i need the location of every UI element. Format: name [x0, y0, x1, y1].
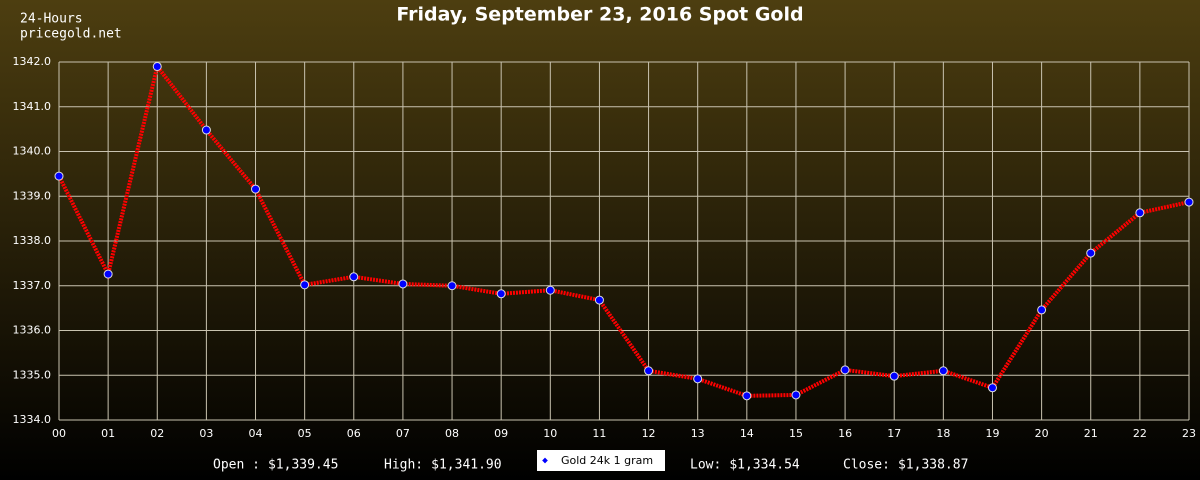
x-tick-label: 06 [347, 427, 361, 440]
stat-value: $1,334.54 [729, 458, 800, 473]
stat-label: Close: [843, 458, 890, 473]
chart-title: Friday, September 23, 2016 Spot Gold [396, 4, 803, 26]
data-point [545, 285, 555, 295]
x-tick-label: 02 [150, 427, 164, 440]
y-tick-label: 1339.0 [13, 189, 52, 202]
x-tick-label: 05 [298, 427, 312, 440]
y-tick-label: 1337.0 [13, 279, 52, 292]
data-point [152, 61, 162, 71]
y-tick-label: 1336.0 [13, 324, 52, 337]
data-point [987, 383, 997, 393]
data-point [201, 125, 211, 135]
legend-box [537, 450, 665, 471]
data-point [103, 269, 113, 279]
data-point [1037, 305, 1047, 315]
x-tick-label: 14 [740, 427, 754, 440]
y-tick-label: 1334.0 [13, 413, 52, 426]
data-point [840, 365, 850, 375]
x-tick-label: 20 [1035, 427, 1049, 440]
y-tick-label: 1338.0 [13, 234, 52, 247]
source-label: pricegold.net [20, 27, 122, 42]
data-point [349, 272, 359, 282]
x-tick-label: 01 [101, 427, 115, 440]
data-point [1086, 248, 1096, 258]
data-point [693, 374, 703, 384]
x-tick-label: 09 [494, 427, 508, 440]
x-tick-label: 16 [838, 427, 852, 440]
data-point [251, 184, 261, 194]
data-point [447, 281, 457, 291]
data-point [398, 279, 408, 289]
x-tick-label: 11 [592, 427, 606, 440]
price-line [57, 61, 1190, 398]
y-tick-label: 1341.0 [13, 100, 52, 113]
x-tick-label: 00 [52, 427, 66, 440]
stat-label: Open : [213, 458, 260, 473]
stat-value: $1,339.45 [268, 458, 338, 473]
data-point [742, 391, 752, 401]
x-tick-label: 17 [887, 427, 901, 440]
x-tick-label: 15 [789, 427, 803, 440]
x-tick-label: 04 [249, 427, 263, 440]
legend-marker [542, 457, 548, 464]
data-point [644, 366, 654, 376]
x-tick-label: 22 [1133, 427, 1147, 440]
x-tick-label: 08 [445, 427, 459, 440]
x-tick-label: 21 [1084, 427, 1098, 440]
data-point [1184, 197, 1194, 207]
x-tick-label: 18 [936, 427, 950, 440]
y-tick-label: 1342.0 [13, 55, 52, 68]
x-tick-label: 07 [396, 427, 410, 440]
data-point [54, 171, 64, 181]
data-point [889, 371, 899, 381]
x-tick-label: 03 [199, 427, 213, 440]
y-tick-label: 1335.0 [13, 368, 52, 381]
x-tick-label: 13 [691, 427, 705, 440]
stat-value: $1,338.87 [898, 458, 968, 473]
data-point [300, 280, 310, 290]
x-tick-label: 12 [642, 427, 656, 440]
data-point [594, 295, 604, 305]
stat-value: $1,341.90 [431, 458, 501, 473]
x-tick-label: 23 [1182, 427, 1196, 440]
data-point [938, 366, 948, 376]
data-point [1135, 208, 1145, 218]
stat-label: Low: [690, 458, 721, 473]
stat-label: High: [384, 458, 423, 473]
period-label: 24-Hours [20, 12, 83, 27]
data-point [791, 390, 801, 400]
legend-label: Gold 24k 1 gram [561, 454, 653, 467]
x-tick-label: 19 [985, 427, 999, 440]
x-tick-label: 10 [543, 427, 557, 440]
y-tick-label: 1340.0 [13, 145, 52, 158]
data-point [496, 289, 506, 299]
